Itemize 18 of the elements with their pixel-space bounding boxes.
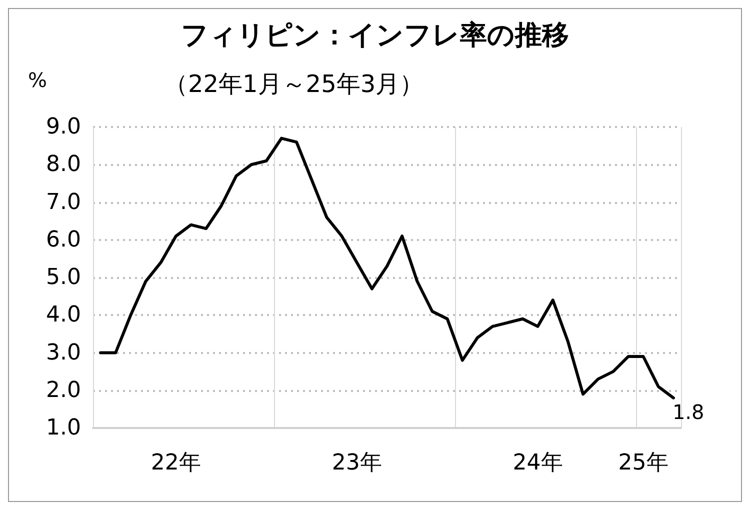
chart-title: フィリピン：インフレ率の推移 <box>181 20 569 51</box>
y-tick-label: 4.0 <box>46 302 81 328</box>
x-tick-label: 23年 <box>332 450 382 476</box>
y-tick-label: 2.0 <box>46 378 81 403</box>
y-tick-label: 8.0 <box>46 152 81 178</box>
y-tick-label: 6.0 <box>46 227 81 252</box>
x-tick-label: 25年 <box>618 450 668 476</box>
x-tick-label: 22年 <box>150 450 201 476</box>
line-series <box>99 136 675 400</box>
y-tick-label: 3.0 <box>46 340 81 366</box>
y-tick-label: 9.0 <box>46 114 81 140</box>
data-label: 1.8 <box>672 400 704 424</box>
y-axis-title: % <box>28 68 48 92</box>
y-tick-label: 5.0 <box>46 265 81 290</box>
y-tick-label: 7.0 <box>46 190 81 215</box>
chart-subtitle: （22年1月～25年3月） <box>164 70 424 98</box>
x-tick-label: 24年 <box>512 450 563 476</box>
y-tick-label: 1.0 <box>46 416 81 440</box>
